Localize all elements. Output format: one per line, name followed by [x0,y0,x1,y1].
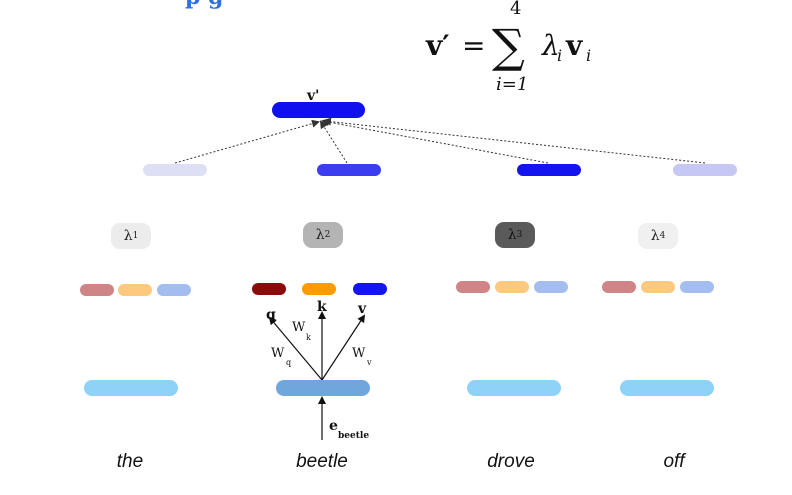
query-the [80,284,114,296]
arrow-to-query [268,316,323,381]
token-off: off [663,451,685,472]
formula-lambda: λ [541,29,560,62]
wk-sub: k [306,333,311,342]
formula-sum-lower: i=1 [496,74,528,95]
token-beetle: beetle [296,451,348,472]
arrow-to-value [321,314,366,381]
embedding-beetle [276,380,370,396]
qkv-beetle [252,283,387,295]
wq-label: W [271,346,285,361]
k-label: k [317,299,327,315]
key-drove [495,281,529,293]
formula-sum-upper: 4 [510,0,521,19]
formula-sum-sign: ∑ [492,19,525,73]
output-vector [272,102,365,118]
weighted-sum-formula: v′ = 4 ∑ i=1 λ i v i [425,0,591,95]
value-beetle [353,283,387,295]
qkv-drove [456,281,568,293]
value-off [680,281,714,293]
v-label: v [357,301,367,317]
key-beetle [302,283,336,295]
token-the: the [116,451,144,472]
connection-1 [174,119,320,164]
connection-2 [319,120,348,164]
embedding-sub: beetle [338,431,369,441]
token-embeddings [84,380,714,396]
output-label: v' [306,88,319,104]
formula-equals: = [462,29,485,62]
formula-lambda-sub: i [557,46,562,65]
embedding-the [84,380,178,396]
embedding-off [620,380,714,396]
projection-labels: q k v W k W q W v e beetle [266,299,372,441]
formula-v-sub: i [586,46,591,65]
query-off [602,281,636,293]
wk-label: W [292,320,306,335]
projection-arrows [268,311,366,440]
embedding-drove [467,380,561,396]
formula-v: v [565,29,583,62]
value-the [157,284,191,296]
qkv-off [602,281,714,293]
formula-lhs: v′ [425,29,450,62]
q-label: q [266,307,276,323]
key-the [118,284,152,296]
weighted-value-2 [317,164,381,176]
weighted-values [143,164,737,176]
weighted-value-3 [517,164,581,176]
weighted-sum-connections [174,117,706,164]
wv-label: W [352,346,366,361]
wv-sub: v [366,358,372,367]
value-drove [534,281,568,293]
embedding-symbol: e [329,418,338,434]
key-off [641,281,675,293]
cut-off-title: p g [185,0,223,10]
weighted-value-1 [143,164,207,176]
connection-3 [321,118,549,164]
token-drove: drove [487,451,535,472]
wq-sub: q [286,358,291,367]
weighted-value-4 [673,164,737,176]
query-drove [456,281,490,293]
qkv-vectors [80,281,714,296]
qkv-the [80,284,191,296]
query-beetle [252,283,286,295]
